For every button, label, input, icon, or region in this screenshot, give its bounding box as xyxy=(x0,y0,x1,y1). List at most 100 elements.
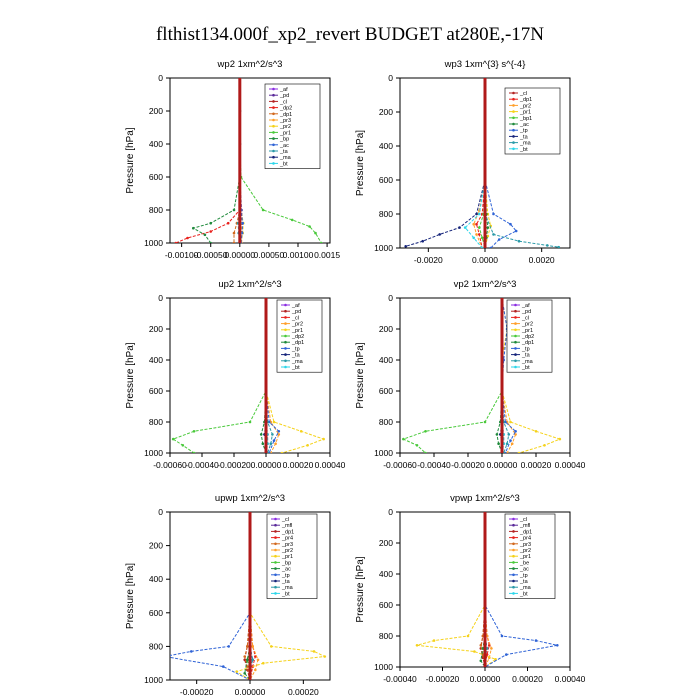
panel-title: upwp 1xm^2/s^3 xyxy=(215,493,285,504)
series-line_dp2 xyxy=(172,298,267,453)
data-point xyxy=(308,225,311,228)
data-point xyxy=(209,221,212,225)
data-point xyxy=(277,430,281,433)
y-tick-label: 0 xyxy=(388,507,393,517)
y-tick-label: 800 xyxy=(379,631,393,641)
legend: _af_pd_cl_pr2_pr1_dp2_dp1_tp_ta_ma_bt xyxy=(506,299,553,373)
data-point xyxy=(274,442,277,446)
y-tick-label: 1000 xyxy=(374,662,393,672)
data-point xyxy=(421,239,425,243)
x-tick-label: 0.0020 xyxy=(529,255,555,265)
y-tick-label: 1000 xyxy=(144,448,163,458)
legend-entry: _pr1 xyxy=(291,328,303,334)
legend-entry: _dp2 xyxy=(279,106,292,112)
data-point xyxy=(232,208,236,212)
data-point xyxy=(251,645,254,648)
y-tick-label: 600 xyxy=(149,386,163,396)
data-point xyxy=(546,244,549,247)
legend-entry: _dp1 xyxy=(521,340,534,346)
legend-marker xyxy=(274,542,277,546)
data-point xyxy=(514,433,517,436)
data-point xyxy=(472,222,476,226)
x-tick-label: -0.00040 xyxy=(185,460,219,470)
data-point xyxy=(314,231,317,235)
legend-marker xyxy=(284,334,287,338)
data-point xyxy=(272,420,276,424)
legend-marker xyxy=(272,137,275,140)
data-point xyxy=(505,442,509,446)
y-tick-label: 1000 xyxy=(144,675,163,685)
y-tick-label: 600 xyxy=(149,172,163,182)
legend-marker xyxy=(514,365,517,369)
x-tick-label: 0.0015 xyxy=(314,250,340,260)
data-point xyxy=(438,233,442,236)
legend-entry: _pr4 xyxy=(281,536,293,542)
legend-marker xyxy=(512,110,515,113)
legend-entry: _ta xyxy=(519,134,529,140)
legend-entry: _pr2 xyxy=(291,322,303,328)
legend-entry: _pr1 xyxy=(279,130,291,136)
legend-entry: _pd xyxy=(279,93,289,99)
legend-marker xyxy=(514,334,517,338)
chart-panel-4: vp2 1xm^2/s^3 Pressure [hPa] 0 200 400 600 800… xyxy=(355,279,586,470)
data-point xyxy=(490,647,493,650)
data-point xyxy=(243,655,246,658)
legend-marker xyxy=(512,530,515,533)
legend-marker xyxy=(284,340,287,344)
legend-entry: _pr2 xyxy=(281,548,293,554)
data-point xyxy=(209,230,212,233)
x-tick-label: 0.00000 xyxy=(487,460,518,470)
data-point xyxy=(492,212,495,216)
data-point xyxy=(463,226,467,229)
legend-marker xyxy=(272,131,275,134)
legend-entry: _bt xyxy=(521,365,530,371)
legend: _af_pd_cl_pr2_pr1_dp2_dp1_tp_ta_ma_bt xyxy=(276,299,323,373)
legend-entry: _pr1 xyxy=(519,110,531,116)
data-point xyxy=(507,433,511,436)
chart-panel-3: up2 1xm^2/s^3 Pressure [hPa] 0 200 400 600 800… xyxy=(125,279,346,470)
data-point xyxy=(322,437,325,441)
legend-entry: _tp xyxy=(519,573,528,579)
data-point xyxy=(299,430,303,433)
y-axis-label: Pressure [hPa] xyxy=(355,556,366,622)
series-line_bp xyxy=(192,78,241,243)
panel-title: wp2 1xm^2/s^3 xyxy=(217,59,283,70)
data-point xyxy=(277,433,281,436)
plot-frame xyxy=(399,297,571,454)
legend-entry: _ma xyxy=(519,141,532,147)
x-tick-label: 0.00020 xyxy=(283,460,314,470)
data-point xyxy=(509,439,512,442)
series-line_pr2 xyxy=(473,78,486,248)
legend-entry: _ta xyxy=(521,353,531,359)
legend-marker xyxy=(512,554,515,558)
chart-panel-6: vpwp 1xm^2/s^3 Pressure [hPa] 0 200 400 600 80… xyxy=(355,493,586,684)
legend-marker xyxy=(512,573,515,577)
series-line_tp xyxy=(501,298,517,453)
data-point xyxy=(517,239,521,243)
data-point xyxy=(478,233,481,236)
legend-marker xyxy=(512,122,515,126)
legend-entry: _pd xyxy=(291,309,301,315)
y-tick-label: 0 xyxy=(158,73,163,83)
data-point xyxy=(472,236,476,240)
data-point xyxy=(432,639,436,642)
data-point xyxy=(534,430,538,433)
x-tick-label: 0.00000 xyxy=(224,250,255,260)
legend-marker xyxy=(512,561,515,564)
legend-marker xyxy=(514,328,517,332)
panel-title: up2 1xm^2/s^3 xyxy=(218,279,281,290)
panels: wp2 1xm^2/s^3 Pressure [hPa] 0 200 400 600 800… xyxy=(125,59,586,697)
x-tick-label: 0.00040 xyxy=(315,460,346,470)
y-tick-label: 1000 xyxy=(374,448,393,458)
series-line_ta xyxy=(405,78,486,247)
y-axis-label: Pressure [hPa] xyxy=(125,127,136,193)
legend-marker xyxy=(274,530,277,533)
data-point xyxy=(489,246,492,248)
data-point xyxy=(514,229,518,233)
legend: _cl_dp1_pr2_pr1_bp1_ac_tp_ta_ma_bt xyxy=(504,87,561,155)
legend-marker xyxy=(274,536,277,539)
legend-marker xyxy=(512,91,515,95)
legend-entry: _dp1 xyxy=(291,340,304,346)
legend-entry: _ma xyxy=(279,155,292,161)
